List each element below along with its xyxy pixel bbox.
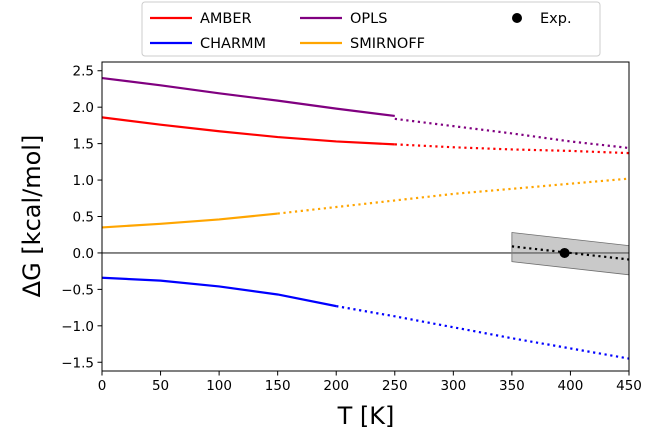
series-opls-dotted-line <box>394 117 629 150</box>
x-tick-label: 450 <box>616 378 642 394</box>
series-charmm-solid-line <box>102 276 337 308</box>
legend: AMBER OPLS CHARMM SMIRNOFF Exp. <box>141 1 601 57</box>
y-tick-label: 1.5 <box>73 137 94 153</box>
x-tick-label: 250 <box>382 378 408 394</box>
x-axis-label: T [K] <box>337 402 395 430</box>
x-tick-label: 50 <box>152 378 169 394</box>
x-tick-label: 350 <box>499 378 525 394</box>
series-smirnoff-solid-line <box>102 212 278 229</box>
series-amber-solid-line <box>102 116 395 146</box>
x-tick-label: 400 <box>558 378 584 394</box>
x-tick-label: 100 <box>206 378 232 394</box>
legend-label-charmm: CHARMM <box>200 36 266 52</box>
y-tick-label: 1.0 <box>73 173 94 189</box>
legend-box <box>141 1 601 57</box>
exp-data-point <box>559 247 570 258</box>
legend-label-opls: OPLS <box>350 11 387 27</box>
y-tick-label: 2.0 <box>73 100 94 116</box>
y-tick-label: 0.0 <box>73 246 94 262</box>
x-tick-label: 300 <box>440 378 466 394</box>
x-tick-label: 0 <box>98 378 107 394</box>
exp-fit-line <box>511 245 629 261</box>
plot-area <box>102 76 629 360</box>
axes-frame <box>101 61 630 372</box>
plot-content <box>102 76 629 360</box>
legend-label-amber: AMBER <box>200 11 252 27</box>
legend-label-exp: Exp. <box>540 11 572 27</box>
legend-label-smirnoff: SMIRNOFF <box>350 36 425 52</box>
legend-marker-exp <box>512 13 522 23</box>
y-tick-label: 0.5 <box>73 210 94 226</box>
y-tick-label: −0.5 <box>61 282 94 298</box>
y-tick-label: −1.0 <box>61 319 94 335</box>
series-smirnoff-dotted-line <box>277 177 629 215</box>
x-tick-label: 150 <box>265 378 291 394</box>
series-amber-dotted-line <box>394 143 629 155</box>
x-tick-label: 200 <box>323 378 349 394</box>
y-axis-label: ΔG [kcal/mol] <box>18 135 46 298</box>
y-tick-label: 2.5 <box>73 64 94 80</box>
axes: 0 50 100 150 200 250 300 350 400 450 −1.5 −1.0 −0.5 0… <box>61 61 642 394</box>
series-opls-solid-line <box>102 76 395 118</box>
y-tick-label: −1.5 <box>61 355 94 371</box>
series-charmm-dotted-line <box>336 305 629 360</box>
